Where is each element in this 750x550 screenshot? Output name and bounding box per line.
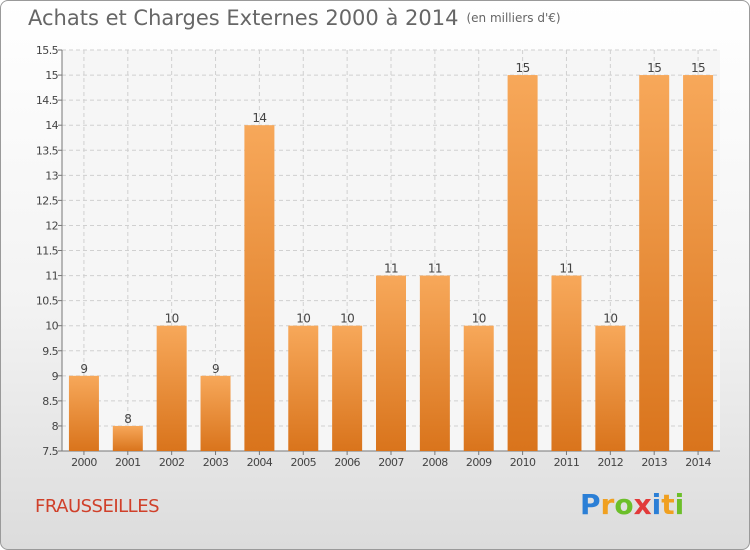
x-tick-label: 2012 [598,456,624,469]
bar-value-label: 15 [691,61,705,75]
x-tick-label: 2011 [554,456,580,469]
logo-letter: P [580,488,601,521]
logo-letter: t [661,488,675,521]
bar [68,375,99,451]
bar-value-label: 15 [647,61,661,75]
y-tick-label: 12.5 [36,194,59,207]
x-tick-label: 2003 [203,456,229,469]
x-tick-label: 2000 [71,456,97,469]
bar [551,275,582,451]
bar [112,425,143,451]
y-tick-label: 9.5 [42,345,58,358]
bar-value-label: 11 [384,262,398,276]
title-unit: (en milliers d'€) [466,11,561,25]
x-tick-label: 2005 [290,456,316,469]
y-tick-label: 11.5 [36,245,59,258]
logo-letter: r [600,488,615,521]
bar [639,75,670,451]
y-tick-label: 14 [45,119,58,132]
logo-letter: x [633,488,652,521]
y-tick-label: 15 [45,69,58,82]
y-tick-label: 10 [45,320,58,333]
bar [376,275,406,451]
bar-value-label: 10 [472,312,486,326]
bar-value-label: 10 [165,312,179,326]
y-tick-label: 14.5 [36,94,59,107]
y-tick-label: 11 [45,270,58,283]
x-tick-label: 2001 [115,456,141,469]
bar-value-label: 9 [212,362,219,376]
town-name: FRAUSSEILLES [35,496,160,517]
y-tick-label: 8.5 [42,395,58,408]
x-tick-label: 2013 [641,456,667,469]
x-tick-label: 2010 [510,456,536,469]
bar [463,325,494,451]
logo-letter: i [651,488,662,521]
bar [683,75,714,451]
bar [244,125,275,451]
y-tick-label: 13 [45,169,58,182]
y-tick-label: 12 [45,219,58,232]
bar [156,325,187,451]
bar [419,275,450,451]
bar [595,325,626,451]
x-tick-label: 2004 [247,456,273,469]
proxiti-logo[interactable]: Proxiti [580,488,684,521]
y-tick-label: 7.5 [42,445,58,458]
x-tick-label: 2014 [685,456,711,469]
bar-value-label: 8 [124,412,131,426]
bar-value-label: 11 [428,262,442,276]
bar-value-label: 14 [252,111,266,125]
y-tick-label: 15.5 [36,44,59,57]
bar-value-label: 10 [340,312,354,326]
bar-value-label: 10 [603,312,617,326]
x-tick-label: 2008 [422,456,448,469]
bar-value-label: 15 [516,61,530,75]
bar [507,75,538,451]
logo-letter: o [614,488,634,521]
bar [200,375,231,451]
x-tick-label: 2006 [334,456,360,469]
logo-letter: i [674,488,685,521]
x-tick-label: 2007 [378,456,404,469]
title-text: Achats et Charges Externes 2000 à 2014 [28,6,459,30]
y-tick-label: 10.5 [36,295,59,308]
y-tick-label: 9 [52,370,59,383]
chart-title: Achats et Charges Externes 2000 à 2014 (e… [28,6,561,30]
bar [332,325,363,451]
bar-value-label: 11 [559,262,573,276]
y-tick-label: 13.5 [36,144,59,157]
x-tick-label: 2002 [159,456,185,469]
bar-value-label: 10 [296,312,310,326]
bar-value-label: 9 [80,362,87,376]
bar [288,325,319,451]
y-tick-label: 8 [52,420,59,433]
x-tick-label: 2009 [466,456,492,469]
